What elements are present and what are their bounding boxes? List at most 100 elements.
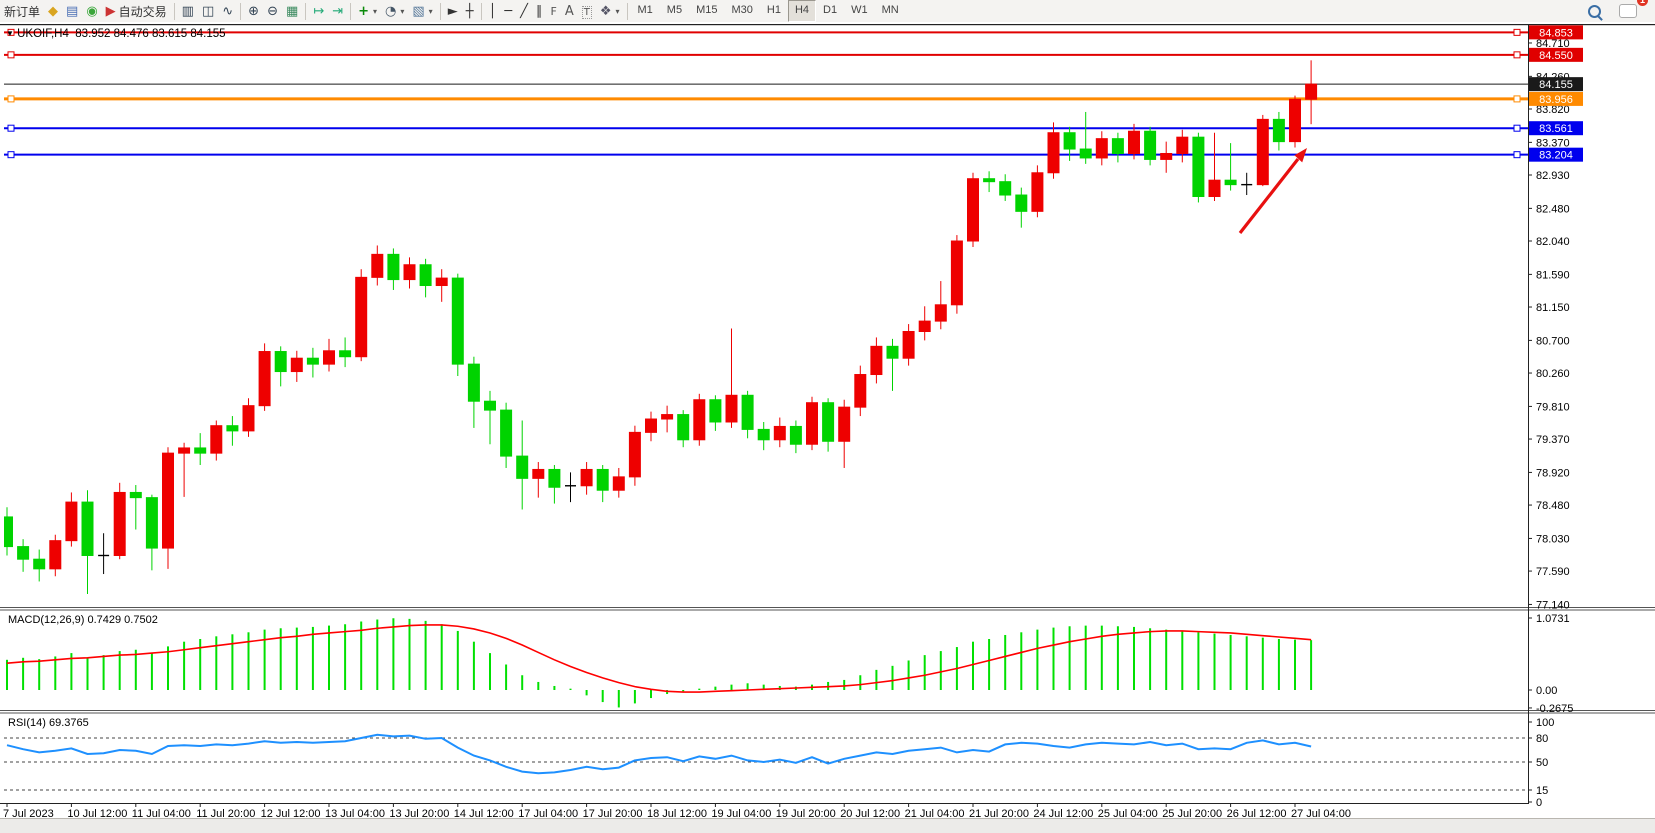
chart-shift-icon: [332, 4, 343, 18]
chevron-down-icon[interactable]: ▾: [373, 6, 378, 16]
crosshair-icon: [466, 4, 474, 18]
price-line-handle[interactable]: [7, 51, 15, 59]
timeframe-button-w1[interactable]: W1: [851, 4, 868, 16]
text-icon: [565, 4, 574, 18]
timeframe-button-m15[interactable]: M15: [696, 4, 718, 16]
candle-body: [886, 345, 899, 359]
price-tick-label: 82.040: [1536, 236, 1570, 248]
vertical-line-button[interactable]: [485, 1, 501, 21]
candlestick-chart-button[interactable]: [198, 1, 218, 21]
panel-separator-macd-rsi[interactable]: [0, 710, 1655, 711]
candle-body: [934, 304, 947, 322]
candle-body: [628, 431, 641, 478]
candle-body: [870, 345, 883, 376]
price-line-handle[interactable]: [1513, 28, 1521, 36]
line-chart-button[interactable]: [218, 1, 237, 21]
price-line-handle[interactable]: [7, 124, 15, 132]
autotrading-button[interactable]: 自动交易: [102, 1, 171, 21]
candle-body: [1256, 118, 1269, 186]
candle-body: [1224, 179, 1237, 186]
timeframe-button-h1[interactable]: H1: [766, 4, 781, 16]
timeframe-button-m5[interactable]: M5: [666, 4, 683, 16]
price-line-badge-label: 83.204: [1539, 150, 1573, 162]
signal-button[interactable]: [82, 1, 101, 21]
candle-body: [516, 455, 529, 479]
price-line-badge-label: 83.956: [1539, 94, 1573, 106]
horizontal-line-button[interactable]: [500, 1, 516, 21]
candle-body: [1031, 172, 1044, 212]
timeframe-button-m30[interactable]: M30: [731, 4, 753, 16]
timeframe-button-h4[interactable]: H4: [787, 0, 817, 22]
chevron-down-icon[interactable]: ▾: [615, 6, 620, 16]
candle-body: [323, 350, 335, 365]
price-line-handle[interactable]: [7, 151, 15, 159]
templates-icon: [412, 4, 424, 18]
zoom-out-button[interactable]: [263, 1, 282, 21]
chart-candles-icon: [202, 4, 214, 18]
timeframe-button-m1[interactable]: M1: [637, 4, 653, 16]
price-line-handle[interactable]: [7, 95, 15, 103]
shapes-icon: [600, 4, 612, 18]
candle-body: [467, 363, 480, 402]
price-tick-label: 83.820: [1536, 104, 1570, 116]
candle-body: [290, 357, 303, 373]
toolbar-separator: [439, 2, 441, 20]
new-order-button[interactable]: 新订单: [0, 1, 44, 21]
search-button[interactable]: [1584, 1, 1605, 21]
rsi-tick-label: 100: [1536, 717, 1554, 729]
time-axis-label: 12 Jul 12:00: [261, 808, 321, 820]
text-button[interactable]: [561, 1, 578, 21]
candle-body: [757, 428, 770, 441]
templates-button[interactable]: ▾: [408, 1, 436, 21]
navigator-button[interactable]: [62, 1, 82, 21]
annotation-arrow[interactable]: [1238, 148, 1307, 234]
price-line-handle[interactable]: [1513, 151, 1521, 159]
candle-body: [854, 374, 867, 408]
chart-shift-button[interactable]: [328, 1, 347, 21]
timeframe-button-mn[interactable]: MN: [881, 4, 899, 16]
bar-chart-button[interactable]: [178, 1, 198, 21]
time-axis-label: 18 Jul 12:00: [647, 808, 707, 820]
fibonacci-button[interactable]: [547, 1, 561, 21]
trendline-button[interactable]: [516, 1, 532, 21]
candle-body: [532, 468, 545, 479]
notifications-button[interactable]: 1: [1615, 0, 1648, 21]
chart-canvas[interactable]: 84.71084.26083.82083.37082.93082.48082.0…: [0, 22, 1655, 832]
indicators-button[interactable]: ▾: [354, 1, 381, 21]
crosshair-button[interactable]: [462, 1, 478, 21]
price-line-handle[interactable]: [1513, 124, 1521, 132]
channel-button[interactable]: [532, 1, 547, 21]
price-line-handle[interactable]: [1513, 51, 1521, 59]
auto-scroll-button[interactable]: [309, 1, 328, 21]
candle-series: [4, 60, 1318, 595]
price-line-handle[interactable]: [7, 28, 15, 36]
candle-body: [33, 558, 46, 570]
price-tick-label: 80.700: [1536, 335, 1570, 347]
candle-body: [1128, 130, 1140, 154]
chevron-down-icon[interactable]: ▾: [428, 6, 433, 16]
price-line-handle[interactable]: [1513, 95, 1521, 103]
time-axis-line: [0, 803, 1528, 804]
zoom-in-button[interactable]: [244, 1, 263, 21]
chart-line-icon: [222, 4, 233, 18]
text-label-button[interactable]: [578, 1, 596, 21]
candle-body: [838, 406, 851, 442]
chart-menu-marker[interactable]: ▼: [6, 29, 14, 38]
candle-body: [741, 394, 754, 430]
time-axis-label: 7 Jul 2023: [3, 808, 54, 820]
rsi-indicator-label: RSI(14) 69.3765: [8, 717, 89, 729]
market-watch-button[interactable]: [44, 1, 62, 21]
chevron-down-icon[interactable]: ▾: [400, 6, 405, 16]
tile-windows-button[interactable]: [282, 1, 302, 21]
panel-separator-price-macd[interactable]: [0, 607, 1655, 608]
candle-body: [709, 399, 722, 423]
timeframe-button-d1[interactable]: D1: [823, 4, 838, 16]
macd-tick-label: 0.00: [1536, 685, 1557, 697]
periods-button[interactable]: ▾: [381, 1, 408, 21]
cursor-button[interactable]: [444, 1, 462, 21]
candle-body: [548, 468, 561, 488]
toolbar-separator: [480, 2, 482, 20]
macd-tick-label: 1.0731: [1536, 613, 1570, 625]
candle-body: [194, 447, 207, 454]
shapes-button[interactable]: ▾: [596, 1, 624, 21]
